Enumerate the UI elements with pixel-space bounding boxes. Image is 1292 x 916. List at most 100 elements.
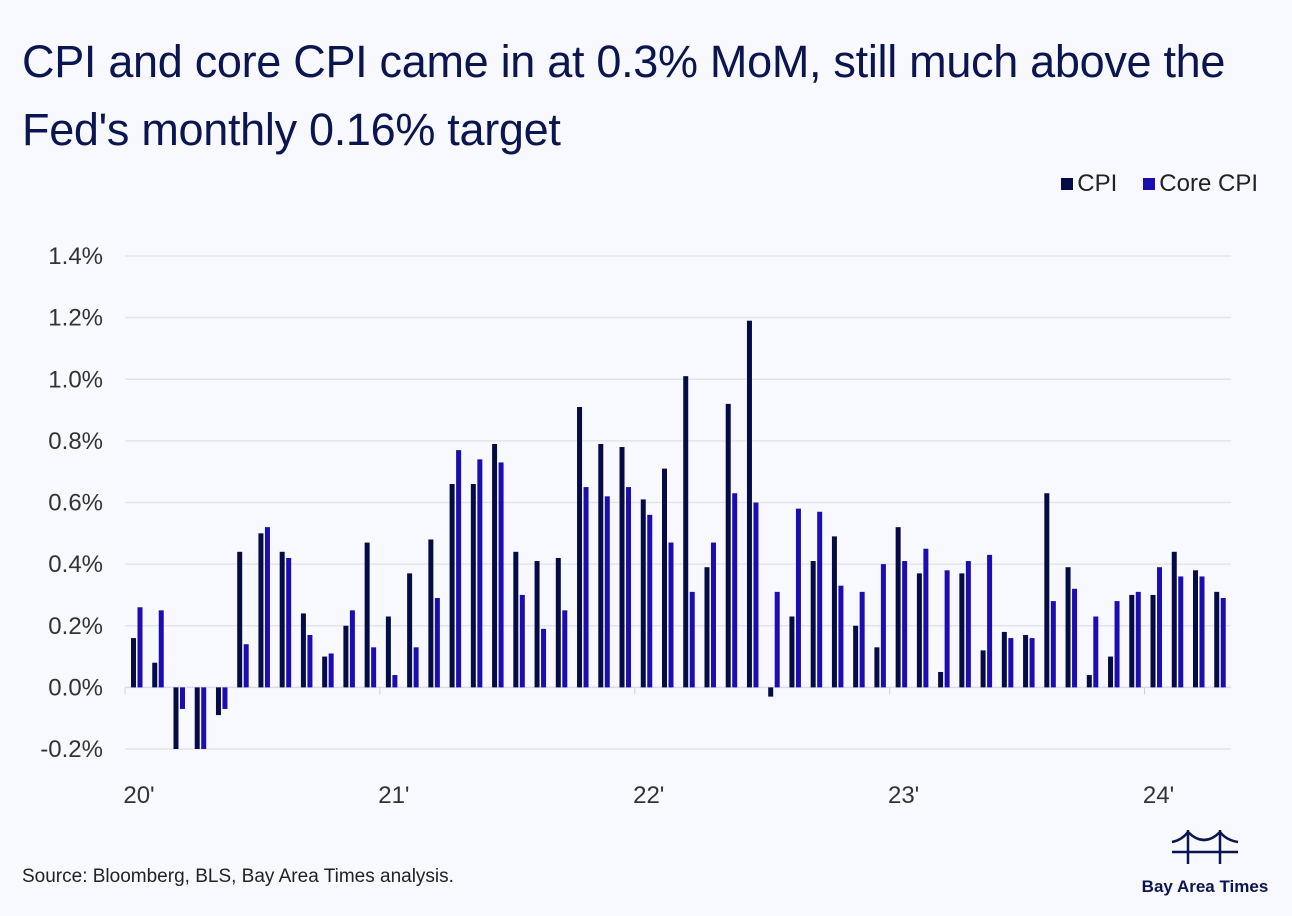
- bar-core-cpi: [838, 585, 844, 688]
- bar-cpi: [1065, 567, 1071, 688]
- bar-core-cpi: [243, 644, 249, 688]
- bar-cpi: [810, 561, 816, 688]
- bridge-icon: [1171, 830, 1239, 864]
- bar-core-cpi: [923, 548, 929, 688]
- bar-cpi: [874, 647, 880, 688]
- bar-cpi: [279, 551, 285, 688]
- bar-core-cpi: [392, 675, 398, 688]
- bar-core-cpi: [477, 459, 483, 688]
- legend-swatch-cpi: [1061, 178, 1074, 190]
- bar-cpi: [916, 573, 922, 688]
- x-tick-label: 23': [888, 782, 919, 809]
- bar-cpi: [364, 542, 370, 688]
- bar-cpi: [1193, 570, 1198, 688]
- bar-core-cpi: [859, 591, 865, 688]
- bar-core-cpi: [902, 561, 908, 688]
- bar-core-cpi: [328, 653, 334, 688]
- bar-core-cpi: [519, 594, 525, 688]
- bar-core-cpi: [1093, 616, 1099, 688]
- bar-cpi: [768, 687, 774, 697]
- bar-core-cpi: [201, 687, 207, 749]
- bar-cpi: [258, 533, 264, 688]
- bar-core-cpi: [965, 561, 971, 688]
- x-tick-label: 21': [378, 782, 409, 809]
- bar-cpi: [662, 468, 667, 688]
- bar-cpi: [853, 625, 859, 688]
- bar-cpi: [407, 573, 413, 688]
- bar-core-cpi: [264, 527, 270, 688]
- bar-core-cpi: [179, 687, 185, 709]
- bar-cpi: [449, 484, 455, 688]
- bar-cpi: [640, 499, 646, 688]
- y-tick-label: 1.4%: [48, 243, 103, 270]
- bar-cpi: [173, 687, 179, 749]
- bar-core-cpi: [1029, 638, 1035, 688]
- bar-cpi: [980, 650, 986, 688]
- bar-cpi: [1001, 631, 1007, 688]
- bar-core-cpi: [583, 487, 589, 688]
- bar-core-cpi: [498, 462, 504, 688]
- bar-cpi: [1214, 591, 1220, 688]
- y-tick-label: 0.0%: [48, 674, 103, 701]
- y-tick-label: 1.2%: [48, 305, 103, 332]
- bar-core-cpi: [349, 610, 355, 688]
- bar-cpi: [789, 616, 795, 688]
- bar-core-cpi: [944, 570, 950, 688]
- bar-core-cpi: [158, 610, 164, 688]
- bar-core-cpi: [1050, 601, 1056, 688]
- x-tick-label: 24': [1143, 782, 1174, 809]
- bar-cpi: [237, 551, 243, 688]
- legend-item-cpi: CPI: [1061, 170, 1117, 198]
- bar-core-cpi: [137, 607, 143, 688]
- bar-cpi: [1023, 634, 1029, 688]
- bar-cpi: [683, 376, 689, 688]
- bar-core-cpi: [1072, 588, 1078, 688]
- legend-label-core-cpi: Core CPI: [1159, 170, 1258, 197]
- bar-cpi: [215, 687, 221, 716]
- bar-core-cpi: [541, 628, 547, 688]
- bar-cpi: [1044, 493, 1050, 688]
- x-tick-label: 20': [123, 782, 154, 809]
- y-tick-label: 0.2%: [48, 613, 103, 640]
- bar-cpi: [746, 320, 752, 688]
- bar-cpi: [194, 687, 200, 749]
- bar-core-cpi: [795, 508, 801, 688]
- bar-core-cpi: [732, 493, 738, 688]
- bar-cpi: [1108, 656, 1114, 688]
- bar-core-cpi: [626, 487, 632, 688]
- bar-core-cpi: [456, 450, 462, 688]
- bar-cpi: [343, 625, 349, 688]
- bar-cpi: [1086, 675, 1092, 688]
- legend-swatch-core-cpi: [1143, 178, 1156, 190]
- legend-label-cpi: CPI: [1077, 170, 1118, 197]
- bar-core-cpi: [1157, 567, 1163, 688]
- bar-core-cpi: [562, 610, 568, 688]
- bar-core-cpi: [774, 591, 780, 688]
- bar-core-cpi: [710, 542, 716, 688]
- bar-cpi: [725, 403, 731, 688]
- bar-core-cpi: [286, 557, 292, 688]
- bar-core-cpi: [668, 542, 674, 688]
- bar-cpi: [492, 443, 498, 688]
- bar-core-cpi: [1008, 638, 1014, 688]
- bar-cpi: [300, 613, 306, 688]
- bar-cpi: [131, 638, 136, 688]
- bar-core-cpi: [371, 647, 377, 688]
- bar-core-cpi: [753, 502, 759, 688]
- legend: CPI Core CPI: [1061, 170, 1258, 198]
- bar-core-cpi: [307, 634, 313, 688]
- bar-cpi: [895, 527, 901, 688]
- y-tick-label: -0.2%: [40, 736, 103, 763]
- bar-core-cpi: [1178, 576, 1184, 688]
- bar-core-cpi: [689, 591, 695, 688]
- bar-core-cpi: [222, 687, 228, 709]
- bar-core-cpi: [1199, 576, 1205, 688]
- y-tick-label: 0.6%: [48, 490, 103, 517]
- bar-cpi: [598, 443, 604, 688]
- bar-cpi: [555, 557, 561, 688]
- bar-cpi: [428, 539, 434, 688]
- bar-cpi: [152, 662, 158, 688]
- bar-cpi: [322, 656, 328, 688]
- y-tick-label: 0.4%: [48, 551, 103, 578]
